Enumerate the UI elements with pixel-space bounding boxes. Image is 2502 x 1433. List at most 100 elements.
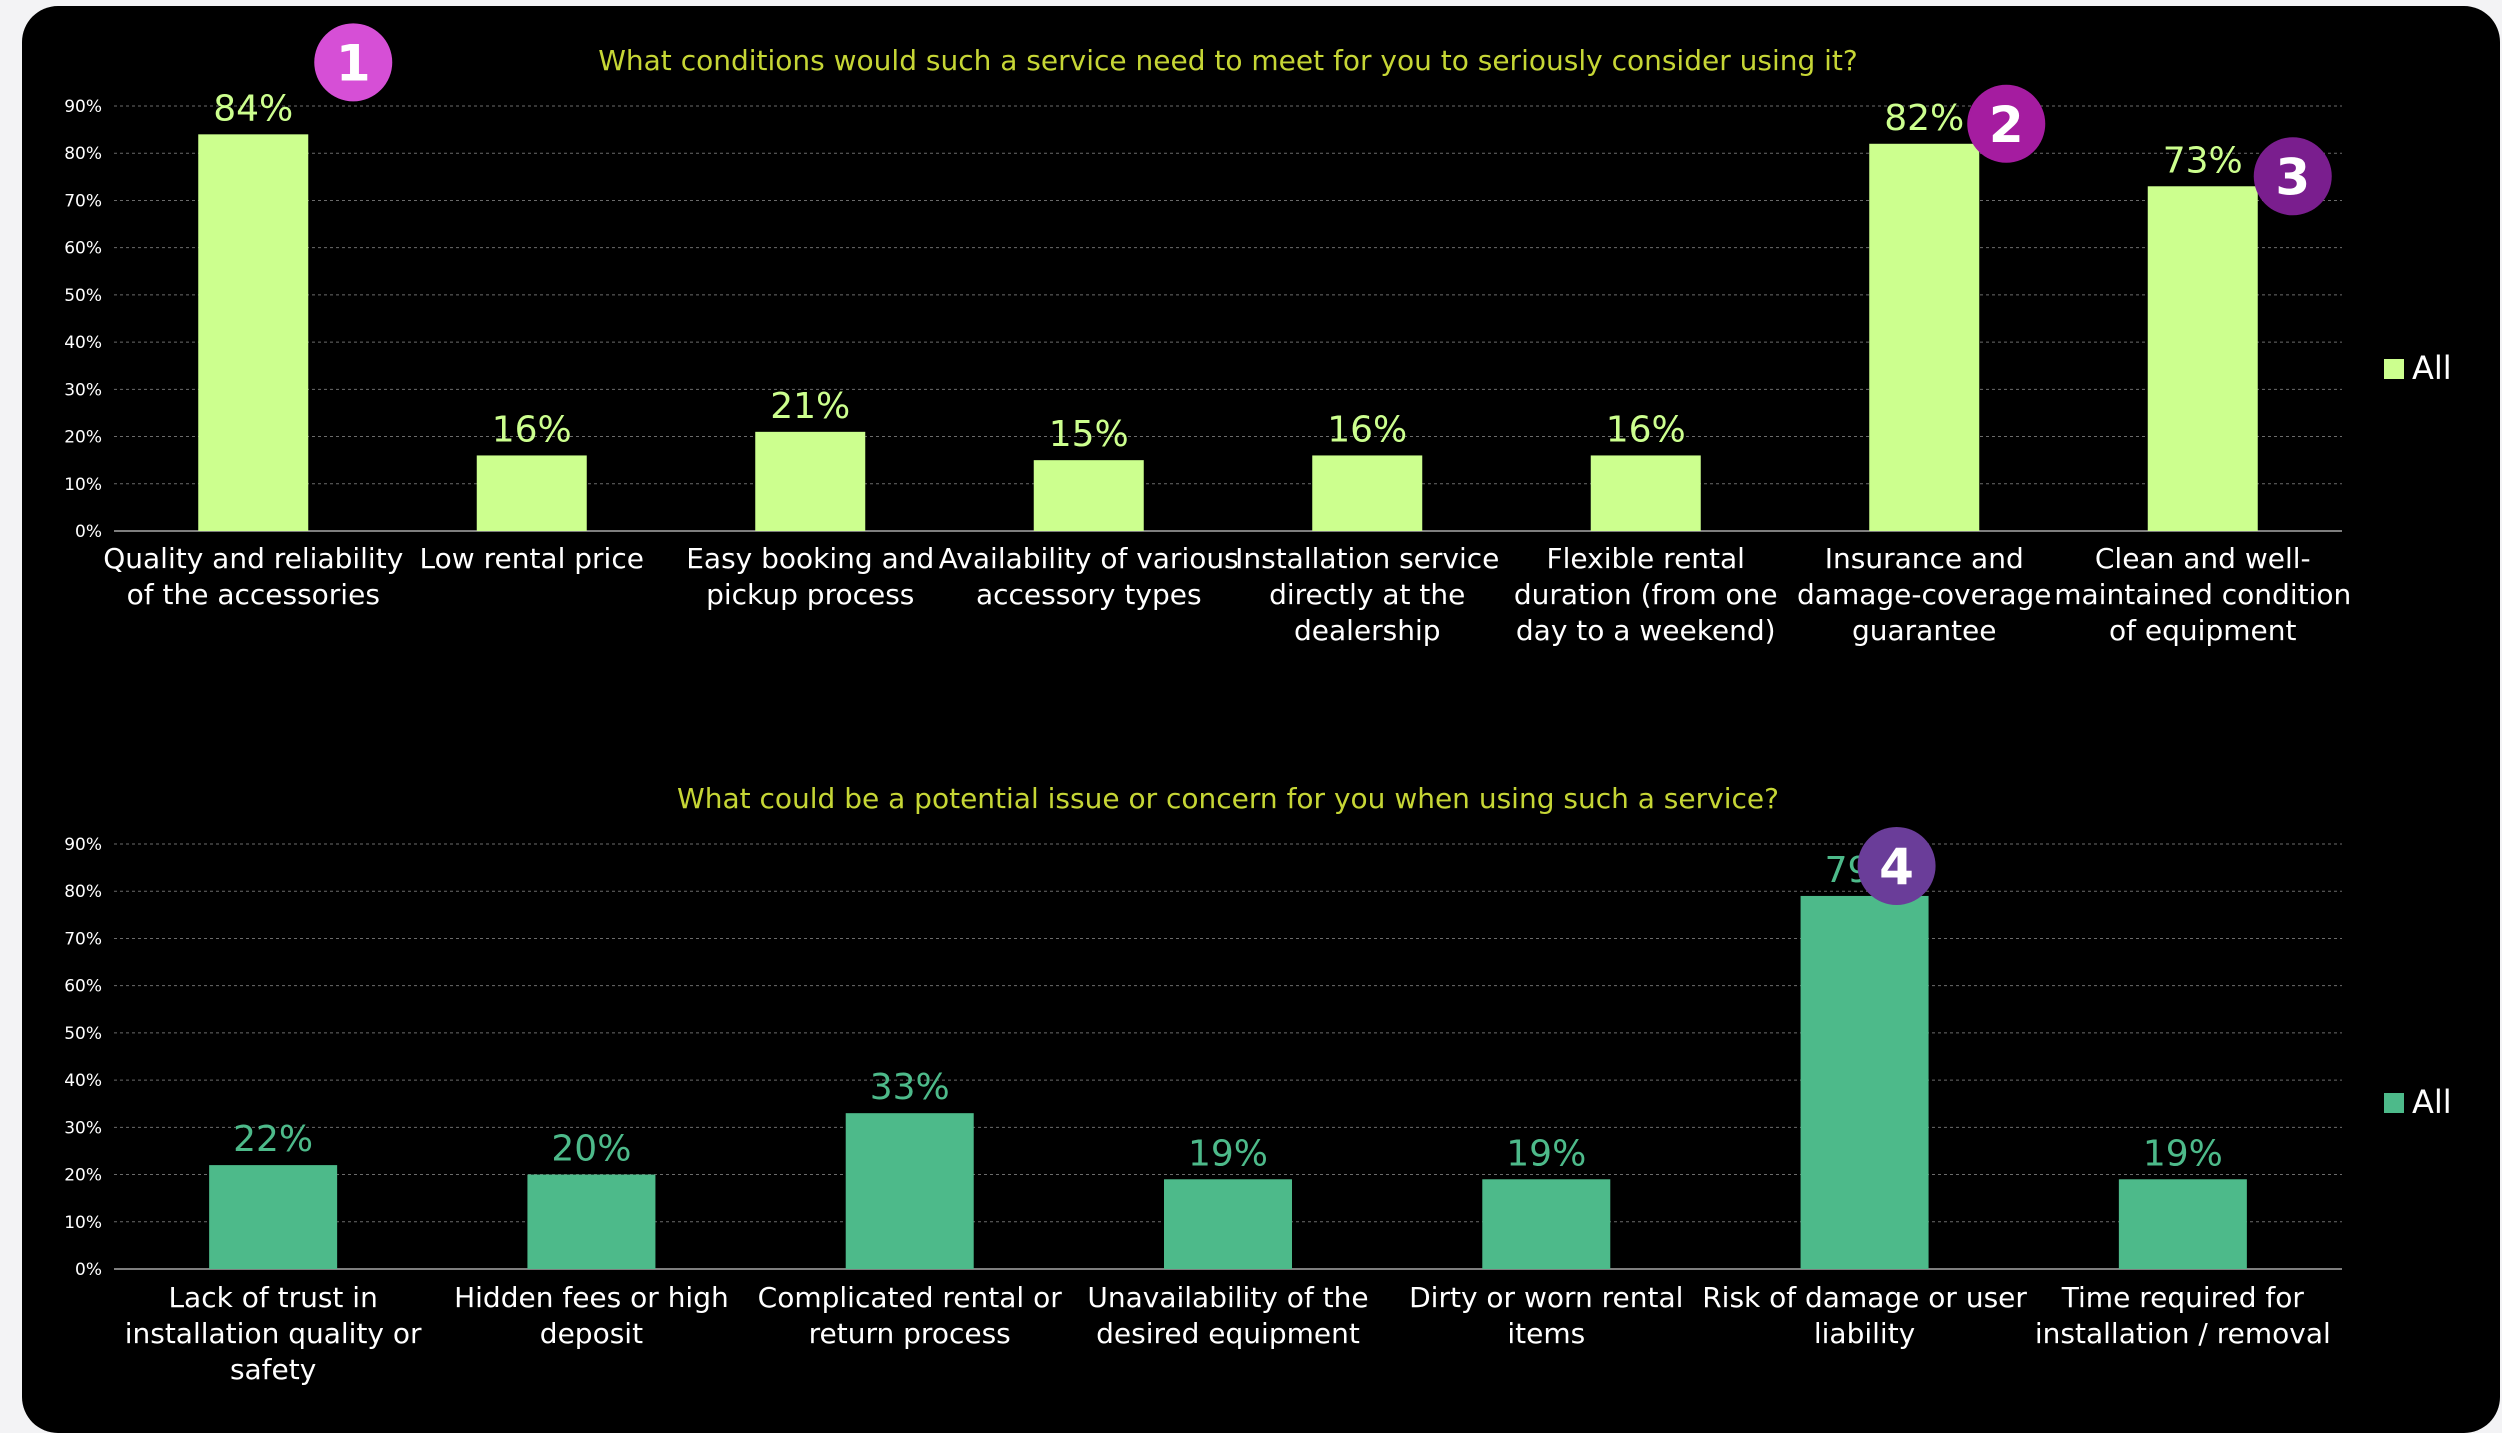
category-label-line: installation quality or [125,1317,422,1350]
legend-swatch [2384,1093,2404,1113]
data-label: 20% [551,1129,631,1170]
rank-badge-number: 3 [2275,148,2310,206]
category-label-line: Risk of damage or user [1702,1281,2027,1314]
category-label-line: Easy booking and [686,542,934,575]
category-label: Complicated rental or return process [758,1281,1063,1350]
y-tick-label: 80% [64,882,102,902]
chart-panel: What conditions would such a service nee… [22,6,2500,1433]
chart-1: What conditions would such a service nee… [64,23,2452,647]
category-label: Unavailability of the desired equipment [1087,1281,1368,1350]
y-tick-label: 20% [64,428,102,448]
category-label: Installation service directly at the deale… [1235,542,1499,647]
data-label: 16% [1606,409,1686,450]
category-label: Quality and reliability of the accessorie… [103,542,403,611]
bar [1590,455,1701,531]
data-label: 19% [1188,1133,1268,1174]
y-tick-label: 90% [64,835,102,855]
category-label: Insurance and damage-coverage guarantee [1797,542,2051,647]
y-tick-label: 10% [64,1213,102,1233]
category-label-line: Lack of trust in [168,1281,377,1314]
category-label-line: Complicated rental or [758,1281,1063,1314]
bar [1033,460,1144,531]
rank-badge-number: 4 [1879,838,1914,896]
category-label-line: safety [230,1353,316,1386]
category-label-line: liability [1814,1317,1915,1350]
category-label: Flexible rental duration (from one day to … [1514,542,1778,647]
rank-badge [314,23,393,102]
category-label-line: guarantee [1852,614,1997,647]
bar [2147,186,2258,531]
category-label-line: Time required for [2061,1281,2305,1314]
data-label: 82% [1884,98,1964,139]
bar [1312,455,1423,531]
legend-label: All [2412,349,2452,387]
data-label: 15% [1049,414,1129,455]
y-tick-label: 80% [64,144,102,164]
bar [198,134,309,532]
legend-label: All [2412,1083,2452,1121]
category-label-line: directly at the [1269,578,1465,611]
category-label-line: Unavailability of the [1087,1281,1368,1314]
category-label-line: Hidden fees or high [454,1281,729,1314]
category-label: Lack of trust in installation quality or s… [125,1281,422,1386]
data-label: 19% [2143,1133,2223,1174]
category-label: Availability of various accessory types [939,542,1239,611]
data-label: 33% [870,1067,950,1108]
category-label-line: of equipment [2109,614,2296,647]
bar [755,431,866,531]
data-label: 16% [1327,409,1407,450]
bar [1800,895,1929,1269]
category-label: Time required for installation / removal [2035,1281,2331,1350]
category-label-line: duration (from one [1514,578,1778,611]
category-label-line: damage-coverage [1797,578,2051,611]
category-label-line: of the accessories [127,578,380,611]
category-label-line: maintained condition [2054,578,2351,611]
chart-title: What conditions would such a service nee… [598,44,1858,77]
y-tick-label: 40% [64,333,102,353]
category-label: Hidden fees or high deposit [454,1281,729,1350]
y-tick-label: 60% [64,239,102,259]
survey-charts-svg: What conditions would such a service nee… [64,23,2452,1386]
category-label: Easy booking and pickup process [686,542,934,611]
y-tick-label: 50% [64,286,102,306]
bar [476,455,587,531]
legend-swatch [2384,359,2404,379]
category-label-line: deposit [540,1317,643,1350]
rank-badge [1857,826,1936,905]
category-label-line: day to a weekend) [1516,614,1776,647]
category-label-line: Installation service [1235,542,1499,575]
y-tick-label: 70% [64,929,102,949]
rank-badge-number: 2 [1989,96,2024,154]
category-label-line: return process [809,1317,1011,1350]
chart-2: What could be a potential issue or conce… [64,782,2451,1386]
y-tick-label: 60% [64,977,102,997]
y-tick-label: 70% [64,191,102,211]
category-label-line: pickup process [706,578,914,611]
category-label-line: Insurance and [1825,542,2024,575]
category-label-line: Low rental price [420,542,644,575]
category-label-line: accessory types [976,578,1202,611]
category-label-line: Flexible rental [1547,542,1745,575]
data-label: 21% [770,386,850,427]
data-label: 73% [2163,140,2243,181]
y-tick-label: 30% [64,380,102,400]
rank-badge [1967,84,2046,163]
y-tick-label: 10% [64,475,102,495]
y-tick-label: 20% [64,1166,102,1186]
category-label-line: Clean and well- [2095,542,2311,575]
y-tick-label: 90% [64,97,102,117]
category-label: Dirty or worn rental items [1409,1281,1683,1350]
category-label-line: Availability of various [939,542,1239,575]
y-tick-label: 50% [64,1024,102,1044]
data-label: 22% [233,1119,313,1160]
bar [1482,1179,1611,1269]
y-tick-label: 40% [64,1071,102,1091]
y-tick-label: 30% [64,1118,102,1138]
y-tick-label: 0% [75,522,102,542]
bar [1869,143,1980,531]
category-label-line: Quality and reliability [103,542,403,575]
category-label-line: installation / removal [2035,1317,2331,1350]
data-label: 16% [492,409,572,450]
category-label: Risk of damage or user liability [1702,1281,2027,1350]
category-label-line: dealership [1294,614,1441,647]
